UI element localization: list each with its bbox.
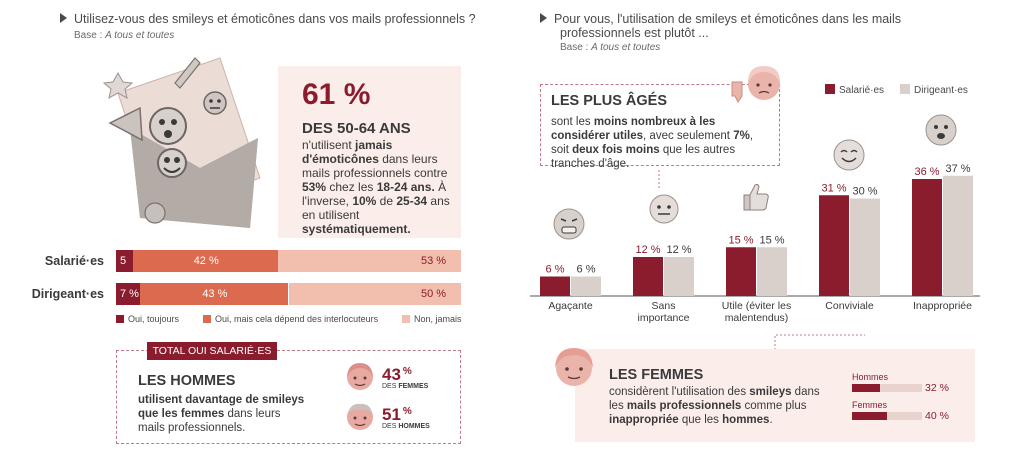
mini-value-hommes: 32 %	[925, 382, 949, 394]
category-label: Utile (éviter les	[722, 300, 791, 312]
legend-swatch	[203, 315, 211, 323]
stacked-segment: 42 %	[133, 250, 279, 272]
legend-item-toujours: Oui, toujours	[116, 314, 179, 324]
bar	[571, 276, 601, 296]
left-question: Utilisez-vous des smileys et émoticônes …	[60, 12, 476, 26]
triangle-bullet-icon	[60, 13, 67, 23]
right-base: Base : A tous et toutes	[560, 42, 661, 53]
bar-value-label: 36 %	[914, 166, 939, 178]
stat-pct: 61 %	[302, 78, 371, 111]
dotted-connectors	[658, 170, 865, 350]
stacked-segment: 5 %	[116, 250, 134, 289]
aged-text: sont les moins nombreux à les considérer…	[551, 116, 754, 170]
neutral-face-icon	[649, 194, 679, 224]
category-label: Sans	[652, 300, 676, 312]
bar-value-label: 6 %	[546, 264, 565, 276]
triangle-bullet-icon	[540, 13, 547, 23]
bar	[633, 257, 663, 296]
women-text: considèrent l'utilisation des smileys da…	[609, 386, 820, 426]
stat-box-50-64: 61 % DES 50-64 ANS n'utilisent jamais d'…	[278, 66, 461, 238]
stacked-segment-label: 42 %	[193, 255, 219, 267]
bar	[819, 195, 849, 296]
bar	[850, 198, 880, 296]
older-woman-thumbs-down-icon	[731, 66, 780, 103]
women-label: DES FEMMES	[382, 383, 429, 390]
total-title: LES HOMMES	[138, 373, 236, 389]
aged-title: LES PLUS ÂGÉS	[551, 93, 668, 109]
chart-legend-salaries: Salarié·es	[825, 84, 884, 96]
stacked-row-salaries: 5 % 42 % 53 %	[116, 250, 461, 289]
thumbs-up-icon	[743, 183, 769, 211]
smiling-face-icon	[833, 139, 865, 171]
women-pct: 43%	[382, 365, 412, 384]
bar	[726, 247, 756, 296]
stacked-segment: 53 %	[278, 250, 461, 272]
stat-group: DES 50-64 ANS	[302, 120, 411, 137]
men-pct: 51%	[382, 405, 412, 424]
chart-legend-dirigeants: Dirigeant·es	[900, 84, 968, 96]
woman-face-icon	[347, 363, 373, 390]
women-title: LES FEMMES	[609, 367, 704, 383]
row-label-dirigeants: Dirigeant·es	[31, 287, 104, 301]
woman-face-icon	[555, 348, 593, 386]
bar-value-label: 15 %	[728, 234, 753, 246]
stacked-segment-label: 53 %	[420, 255, 447, 267]
legend-swatch	[402, 315, 410, 323]
mini-value-femmes: 40 %	[925, 410, 949, 422]
stacked-segment: 43 %	[140, 283, 289, 305]
annoyed-face-icon	[553, 208, 585, 240]
bar-value-label: 6 %	[577, 264, 596, 276]
bar-value-label: 31 %	[821, 182, 846, 194]
stacked-bars: Salarié·es Dirigeant·es 5 % 42 % 53 % 7 % 4…	[0, 250, 470, 310]
category-label: importance	[638, 312, 690, 324]
bar-value-label: 12 %	[635, 244, 660, 256]
mini-label-femmes: Femmes	[852, 400, 888, 410]
category-label: Conviviale	[825, 300, 874, 312]
legend-swatch	[825, 84, 835, 94]
bar	[664, 257, 694, 296]
total-text: utilisent davantage de smileys que les f…	[138, 394, 305, 434]
mini-bar-hommes-fill	[852, 384, 880, 392]
envelope-smileys-illustration	[102, 57, 261, 228]
women-annotation-box: LES FEMMES considèrent l'utilisation des…	[575, 349, 975, 442]
men-label: DES HOMMES	[382, 423, 430, 430]
worried-face-icon	[925, 114, 957, 146]
right-question: Pour vous, l'utilisation de smileys et é…	[540, 12, 901, 26]
legend-item-jamais: Non, jamais	[402, 314, 462, 324]
category-label: Agaçante	[548, 300, 593, 312]
total-tag: TOTAL OUI SALARIÉ·ES	[147, 342, 277, 360]
bar-value-label: 15 %	[759, 234, 784, 246]
row-label-salaries: Salarié·es	[44, 254, 104, 268]
bar-value-label: 30 %	[852, 186, 877, 198]
legend-item-depend: Oui, mais cela dépend des interlocuteurs	[203, 314, 378, 324]
man-face-icon	[347, 403, 373, 430]
mini-label-hommes: Hommes	[852, 372, 889, 382]
legend-swatch	[116, 315, 124, 323]
stacked-segment-label: 7 %	[120, 288, 139, 300]
bar-value-label: 12 %	[666, 244, 691, 256]
stacked-row-dirigeants: 7 % 43 % 50 %	[116, 283, 461, 305]
bar	[540, 276, 570, 296]
mini-bar-hommes-track	[852, 384, 922, 392]
category-label: malentendus)	[725, 312, 789, 324]
stacked-segment: 7 %	[116, 283, 141, 305]
bar-value-label: 37 %	[945, 163, 970, 175]
category-label: Inappropriée	[913, 300, 972, 312]
bar	[912, 179, 942, 296]
total-oui-box: TOTAL OUI SALARIÉ·ES LES HOMMES utilisen…	[116, 342, 461, 444]
legend-swatch	[900, 84, 910, 94]
stacked-segment-label: 50 %	[421, 288, 447, 300]
stacked-segment: 50 %	[288, 283, 461, 305]
left-base: Base : A tous et toutes	[74, 30, 175, 41]
bar	[757, 247, 787, 296]
stacked-segment-label: 43 %	[202, 288, 228, 300]
bar	[943, 175, 973, 296]
stat-description: n'utilisent jamais d'émoticônes dans leu…	[302, 138, 450, 236]
mini-bar-femmes-fill	[852, 412, 887, 420]
mini-bar-femmes-track	[852, 412, 922, 420]
right-question-line2: professionnels est plutôt ...	[560, 26, 709, 40]
